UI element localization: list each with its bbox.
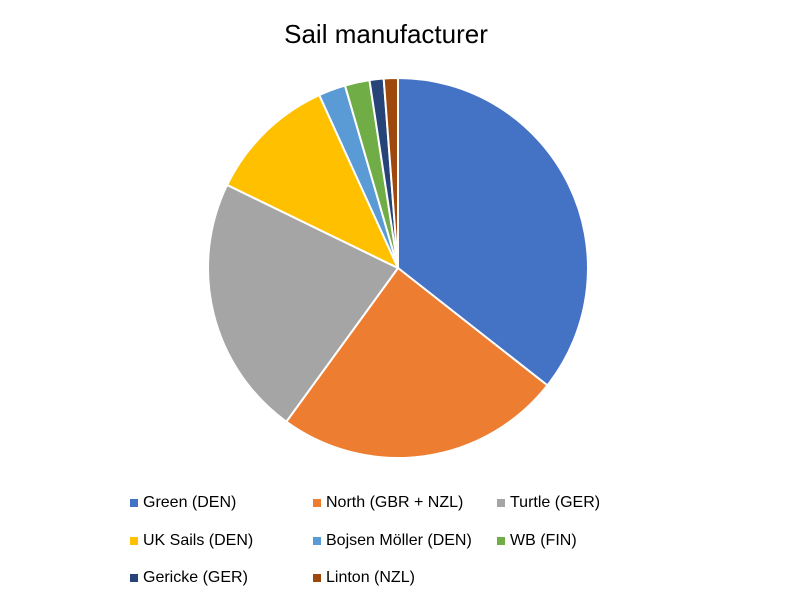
legend-swatch: [313, 574, 321, 582]
legend-swatch: [497, 537, 505, 545]
pie-slice: [284, 266, 549, 459]
legend-label: Green (DEN): [143, 494, 236, 511]
legend-label: North (GBR + NZL): [326, 494, 463, 511]
legend-swatch: [497, 499, 505, 507]
legend-label: Bojsen Möller (DEN): [326, 532, 472, 549]
legend-swatch: [130, 537, 138, 545]
pie-slice: [207, 183, 400, 424]
legend-swatch: [130, 574, 138, 582]
legend-label: Gericke (GER): [143, 569, 248, 586]
pie-slice: [225, 93, 401, 271]
legend-label: WB (FIN): [510, 532, 577, 549]
pie-slice: [382, 76, 399, 269]
pie-slice: [397, 76, 589, 387]
chart-title: Sail manufacturer: [284, 19, 488, 49]
legend-label: Turtle (GER): [510, 494, 600, 511]
legend-label: Linton (NZL): [326, 569, 415, 586]
legend-swatch: [130, 499, 138, 507]
legend-swatch: [313, 499, 321, 507]
legend-label: UK Sails (DEN): [143, 532, 253, 549]
legend-swatch: [313, 537, 321, 545]
